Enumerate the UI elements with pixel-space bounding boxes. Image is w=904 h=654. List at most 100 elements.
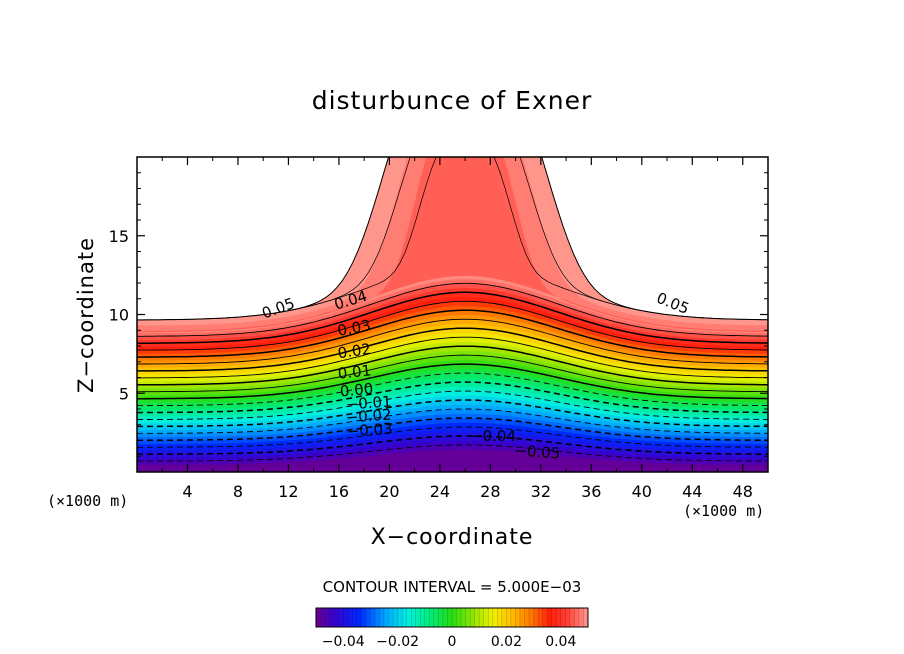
colorbar-segment <box>492 608 498 627</box>
contour-label: −0.01 <box>345 392 392 413</box>
colorbar-segment <box>515 608 521 627</box>
contour-line <box>137 444 768 462</box>
colorbar-segment <box>551 608 557 627</box>
colorbar-segment <box>574 608 580 627</box>
x-tick-label: 32 <box>531 482 551 501</box>
colorbar-tick-label: −0.02 <box>376 634 419 650</box>
contour-line <box>137 327 768 372</box>
colorbar-segment <box>352 608 358 627</box>
colorbar-segment <box>347 608 353 627</box>
colorbar-tick-label: 0.04 <box>545 634 576 650</box>
x-tick-label: 20 <box>379 482 399 501</box>
colorbar-segment <box>470 608 475 627</box>
colorbar-segment <box>334 608 339 627</box>
colorbar-segment <box>397 608 403 627</box>
contour-line <box>137 354 768 393</box>
colorbar-segment <box>452 608 457 627</box>
colorbar-segment <box>578 608 584 627</box>
x-tick-label: 48 <box>733 482 753 501</box>
colorbar-segment <box>406 608 412 627</box>
colorbar-segment <box>384 608 389 627</box>
contour-line <box>137 363 768 400</box>
colorbar-segment <box>583 608 589 627</box>
x-unit-left: (×1000 m) <box>47 492 129 510</box>
colorbar-segment <box>320 608 326 627</box>
colorbar-segment <box>438 608 444 627</box>
x-tick-label: 8 <box>233 482 243 501</box>
colorbar-segment <box>325 608 330 627</box>
contour-label: −0.05 <box>514 441 561 462</box>
colorbar-segment <box>569 608 575 627</box>
colorbar-segment <box>497 608 503 627</box>
colorbar-segment <box>356 608 362 627</box>
colorbar-segment <box>542 608 548 627</box>
colorbar-segment <box>329 608 335 627</box>
contour-label: −0.02 <box>345 405 392 426</box>
colorbar-segment <box>474 608 480 627</box>
upper-region-band <box>137 157 768 333</box>
upper-contour-line <box>137 157 768 321</box>
x-tick-label: 28 <box>480 482 500 501</box>
colorbar-segment <box>501 608 507 627</box>
colorbar-tick-label: −0.04 <box>322 634 365 650</box>
y-tick-label: 10 <box>109 306 129 325</box>
colorbar-segment <box>316 608 321 627</box>
contour-line <box>137 336 768 379</box>
contour-line <box>137 381 768 414</box>
contour-label: 0.03 <box>336 316 372 340</box>
contour-line <box>137 399 768 428</box>
colorbar-segment <box>370 608 376 627</box>
colorbar-segment <box>547 608 553 627</box>
colorbar-tick-label: 0 <box>448 634 457 650</box>
contour-label: 0.01 <box>337 361 372 382</box>
contour-label: 0.00 <box>339 380 374 401</box>
contour-line <box>137 282 768 337</box>
contour-line <box>137 309 768 358</box>
contour-line <box>137 291 768 344</box>
colorbar-segment <box>456 608 462 627</box>
x-unit-right: (×1000 m) <box>683 502 765 520</box>
x-tick-label: 4 <box>182 482 192 501</box>
colorbar-segment <box>524 608 530 627</box>
contour-field <box>137 157 768 472</box>
colorbar-tick-label: 0.02 <box>491 634 522 650</box>
contour-line <box>137 372 768 407</box>
x-tick-label: 40 <box>632 482 652 501</box>
colorbar-segment <box>365 608 371 627</box>
colorbar-segment <box>415 608 421 627</box>
chart-title: disturbunce of Exner <box>311 86 593 115</box>
colorbar-segment <box>479 608 485 627</box>
contour-label: −0.04 <box>470 427 516 445</box>
colorbar-segment <box>424 608 430 627</box>
y-tick-label: 15 <box>109 227 129 246</box>
contour-interval-label: CONTOUR INTERVAL = 5.000E−03 <box>322 578 582 596</box>
contour-label: 0.02 <box>337 340 373 362</box>
contour-line <box>137 426 768 448</box>
colorbar-segment <box>556 608 562 627</box>
colorbar-segment <box>374 608 380 627</box>
contour-line <box>137 408 768 434</box>
colorbar-segment <box>520 608 525 627</box>
contour-line <box>137 300 768 351</box>
colorbar-segment <box>379 608 385 627</box>
colorbar-segment <box>461 608 466 627</box>
x-axis-label: X−coordinate <box>370 525 534 550</box>
colorbar <box>315 607 589 628</box>
colorbar-segment <box>533 608 539 627</box>
colorbar-frame <box>315 607 589 628</box>
colorbar-segment <box>529 608 534 627</box>
colorbar-segment <box>402 608 407 627</box>
colorbar-segment <box>411 608 417 627</box>
colorbar-segment <box>560 608 566 627</box>
colorbar-segment <box>465 608 471 627</box>
colorbar-segment <box>510 608 516 627</box>
colorbar-segment <box>393 608 398 627</box>
x-tick-label: 16 <box>329 482 349 501</box>
colorbar-segment <box>447 608 453 627</box>
colorbar-segment <box>361 608 367 627</box>
colorbar-segment <box>488 608 494 627</box>
x-tick-label: 44 <box>682 482 702 501</box>
contour-line <box>137 345 768 386</box>
colorbar-segment <box>420 608 426 627</box>
